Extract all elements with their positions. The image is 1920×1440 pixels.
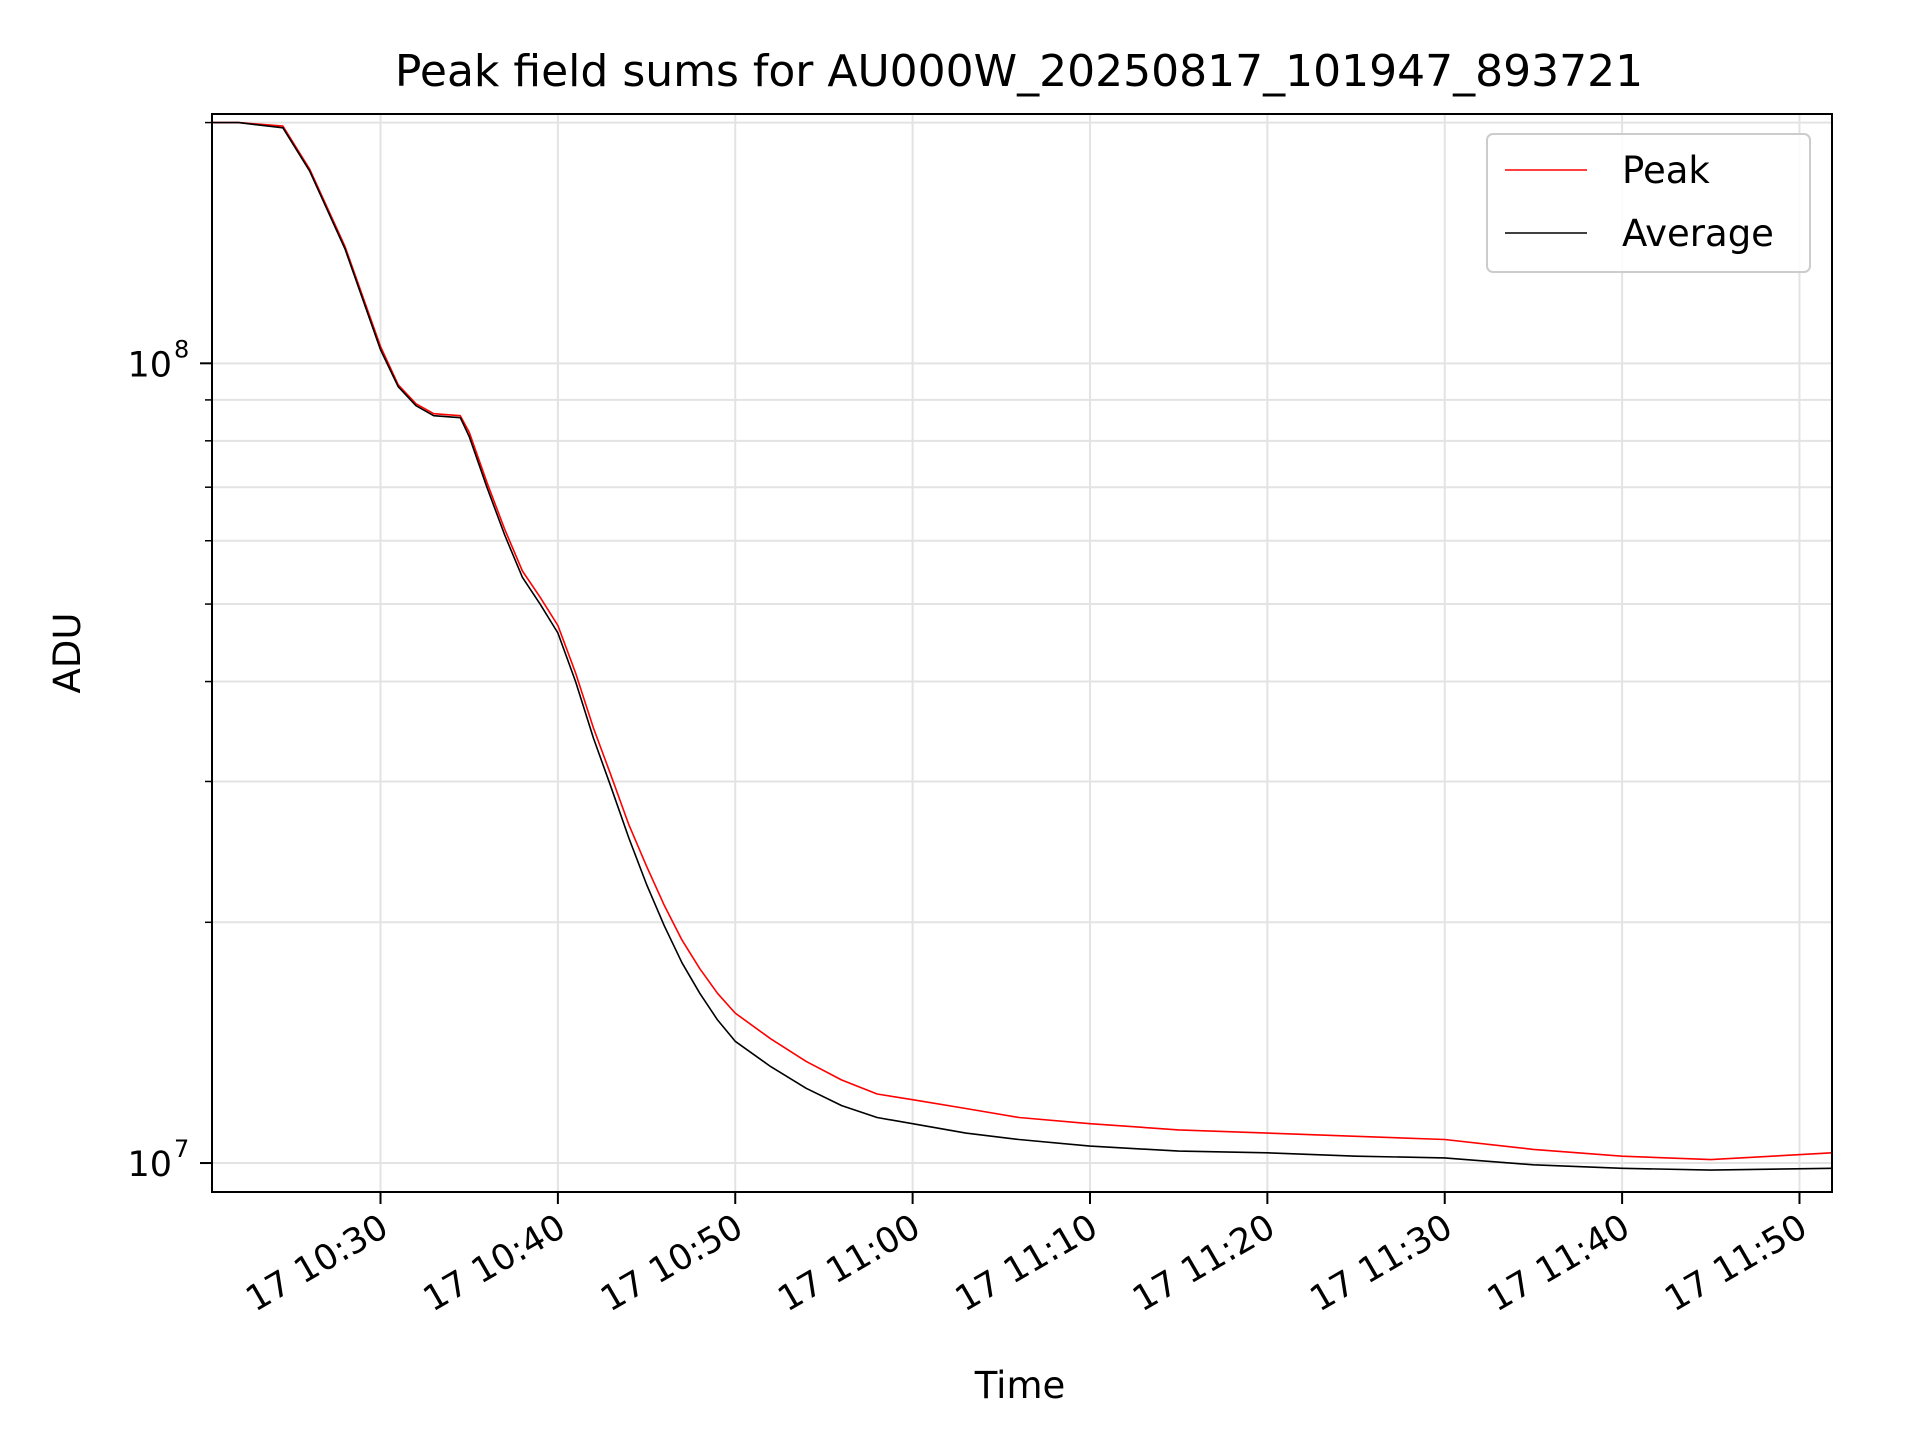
plot-lines: [212, 121, 1833, 1171]
y-tick-exponent: 8: [174, 335, 189, 363]
legend-box: [1486, 133, 1811, 273]
chart-title: Peak field sums for AU000W_20250817_1019…: [395, 46, 1643, 97]
grid: [212, 114, 1832, 1192]
series-line-peak: [212, 121, 1833, 1161]
legend-label-average: Average: [1622, 212, 1774, 255]
legend: Peak Average: [1486, 133, 1811, 273]
legend-label-peak: Peak: [1622, 149, 1710, 192]
y-tick-label: 10: [127, 1145, 172, 1185]
y-tick-label: 10: [127, 345, 172, 385]
plot-frame: [211, 113, 1833, 1193]
x-axis-label: Time: [974, 1364, 1066, 1407]
series-line-average: [212, 121, 1833, 1171]
y-tick-exponent: 7: [174, 1135, 189, 1163]
y-axis-label: ADU: [46, 613, 89, 694]
